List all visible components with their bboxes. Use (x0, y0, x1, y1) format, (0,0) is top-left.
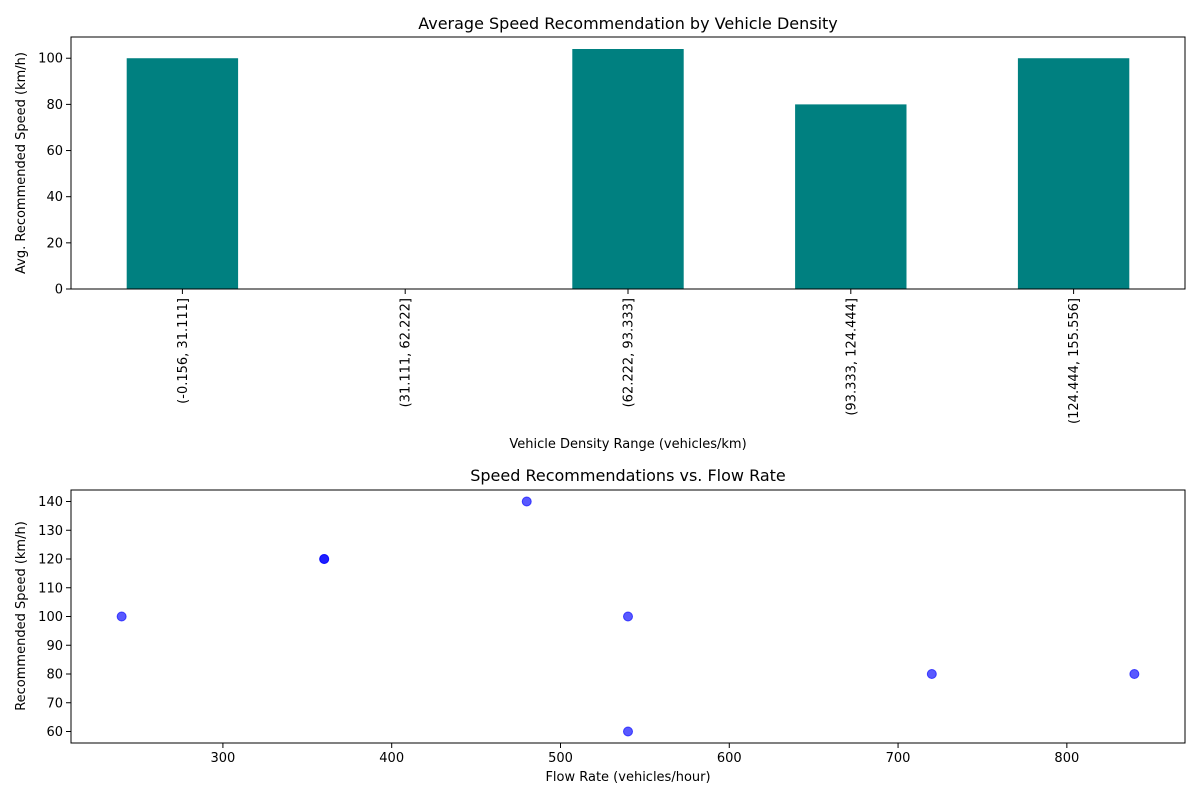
y-tick-label: 80 (46, 98, 63, 113)
scatter-point (116, 611, 127, 622)
y-tick-label: 100 (38, 610, 63, 625)
scatter-chart-xlabel: Flow Rate (vehicles/hour) (545, 770, 710, 785)
scatter-point (1129, 669, 1140, 679)
scatter-point (623, 611, 633, 622)
bar (795, 104, 907, 289)
bar (1017, 58, 1130, 289)
x-tick-label: 500 (548, 751, 573, 766)
y-tick-label: 60 (46, 144, 63, 159)
x-tick-label: 600 (717, 751, 742, 766)
scatter-chart-title: Speed Recommendations vs. Flow Rate (470, 466, 786, 485)
y-tick-label: 100 (38, 52, 63, 67)
x-tick-label: (-0.156, 31.111] (176, 298, 191, 404)
scatter-point (521, 496, 532, 507)
scatter-point (623, 726, 633, 737)
bar-chart-xlabel: Vehicle Density Range (vehicles/km) (509, 437, 746, 452)
x-tick-label: (31.111, 62.222] (399, 298, 414, 407)
scatter-marks (116, 496, 1140, 737)
scatter-chart-ylabel: Recommended Speed (km/h) (14, 521, 29, 711)
x-tick-label: (124.444, 155.556] (1067, 298, 1082, 424)
y-tick-label: 140 (38, 495, 63, 510)
x-tick-label: 800 (1054, 751, 1079, 766)
scatter-point (926, 669, 937, 679)
bar-chart: Average Speed Recommendation by Vehicle … (14, 14, 1186, 452)
x-tick-label: 300 (210, 751, 235, 766)
y-tick-label: 130 (38, 524, 63, 539)
scatter-x-ticks: 300 400 500 600 700 800 (210, 743, 1079, 766)
scatter-chart: Speed Recommendations vs. Flow Rate 60 70… (14, 466, 1186, 785)
bar-chart-title: Average Speed Recommendation by Vehicle … (418, 14, 838, 33)
y-tick-label: 0 (55, 283, 63, 298)
y-tick-label: 110 (38, 581, 63, 596)
scatter-point (319, 554, 330, 564)
y-tick-label: 120 (38, 553, 63, 568)
bar-marks (126, 49, 1130, 289)
x-tick-label: 400 (379, 751, 404, 766)
bar (126, 58, 239, 289)
bar-x-ticks: (-0.156, 31.111] (31.111, 62.222] (62.222,… (176, 289, 1082, 424)
x-tick-label: 700 (886, 751, 911, 766)
y-tick-label: 60 (46, 725, 63, 740)
bar-y-ticks: 0 20 40 60 80 100 (38, 52, 71, 298)
y-tick-label: 90 (46, 639, 63, 654)
y-tick-label: 20 (46, 236, 63, 251)
y-tick-label: 70 (46, 696, 63, 711)
x-tick-label: (93.333, 124.444] (844, 298, 859, 416)
scatter-y-ticks: 60 70 80 90 100 110 120 130 140 (38, 495, 71, 740)
y-tick-label: 80 (46, 668, 63, 683)
bar-chart-ylabel: Avg. Recommended Speed (km/h) (14, 52, 29, 274)
bar (572, 49, 684, 289)
x-tick-label: (62.222, 93.333] (622, 298, 637, 407)
y-tick-label: 40 (46, 190, 63, 205)
